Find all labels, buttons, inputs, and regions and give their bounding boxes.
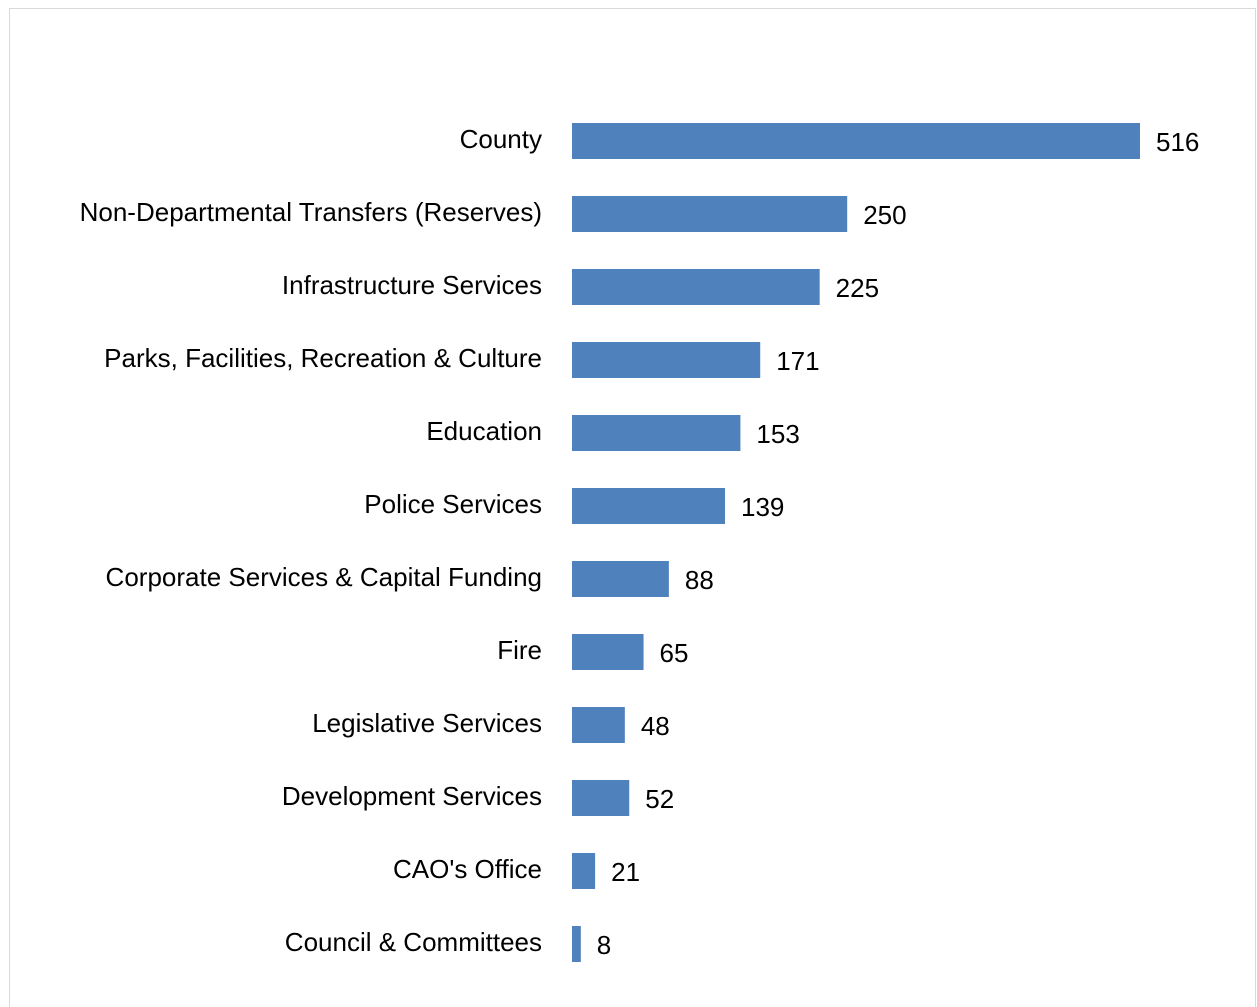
- category-label: Development Services: [282, 781, 542, 811]
- data-label: 171: [776, 346, 819, 376]
- bar: [572, 415, 741, 451]
- category-label: Non-Departmental Transfers (Reserves): [80, 197, 542, 227]
- bar: [572, 634, 644, 670]
- data-label: 250: [863, 200, 906, 230]
- bar: [572, 707, 625, 743]
- category-label: County: [460, 124, 542, 154]
- bar: [572, 196, 848, 232]
- bar: [572, 342, 761, 378]
- bar: [572, 269, 820, 305]
- data-label: 48: [641, 711, 670, 741]
- category-label: Fire: [497, 635, 542, 665]
- category-label: Corporate Services & Capital Funding: [106, 562, 542, 592]
- data-label: 153: [756, 419, 799, 449]
- data-label: 139: [741, 492, 784, 522]
- data-label: 65: [660, 638, 689, 668]
- data-label: 225: [836, 273, 879, 303]
- bar: [572, 853, 596, 889]
- bar: [572, 561, 669, 597]
- data-label: 52: [645, 784, 674, 814]
- data-label: 8: [597, 930, 611, 960]
- category-label: Legislative Services: [312, 708, 542, 738]
- bar: [572, 123, 1140, 159]
- category-label: Parks, Facilities, Recreation & Culture: [104, 343, 542, 373]
- data-label: 21: [611, 857, 640, 887]
- data-label: 516: [1156, 127, 1199, 157]
- bar: [572, 926, 581, 962]
- category-label: Infrastructure Services: [282, 270, 542, 300]
- bar: [572, 488, 726, 524]
- data-label: 88: [685, 565, 714, 595]
- bar: [572, 780, 630, 816]
- category-label: Police Services: [364, 489, 542, 519]
- category-label: Education: [426, 416, 542, 446]
- category-label: Council & Committees: [285, 927, 542, 957]
- category-label: CAO's Office: [393, 854, 542, 884]
